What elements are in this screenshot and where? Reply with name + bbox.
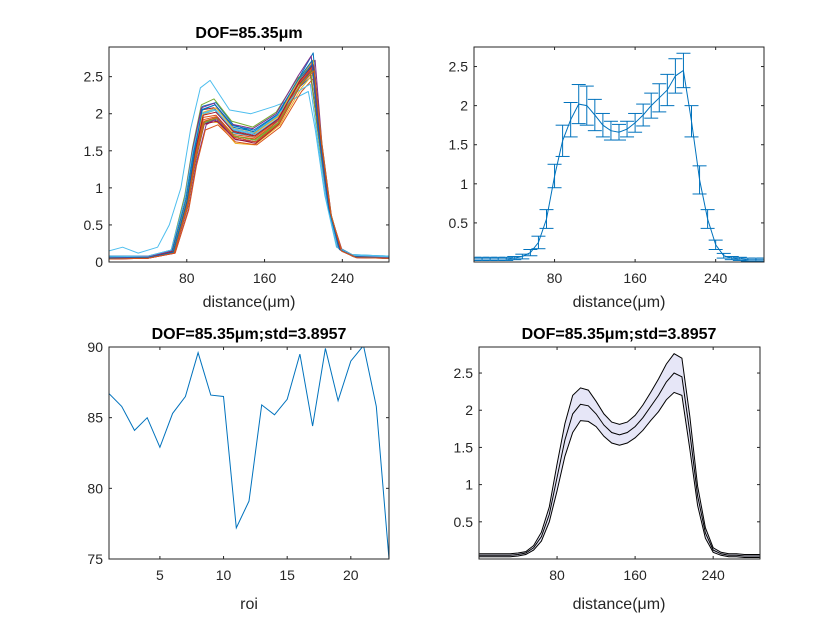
panel-1-axes-box <box>108 46 390 263</box>
error-bar <box>636 103 651 127</box>
lower-bound-line <box>479 391 760 558</box>
y-tick-label: 2.5 <box>449 59 469 75</box>
panel-3-axes-box <box>108 346 390 560</box>
panel-2-xlabel: distance(μm) <box>573 294 666 311</box>
panel-4-xlabel: distance(μm) <box>573 596 666 613</box>
panel-1-title: DOF=85.35μm <box>195 25 302 42</box>
y-tick-label: 2 <box>465 402 473 418</box>
y-tick-label: 0 <box>95 254 103 270</box>
error-bar <box>708 239 723 250</box>
x-tick-label: 160 <box>253 270 277 286</box>
error-bar <box>547 163 562 189</box>
error-bar <box>700 209 715 229</box>
error-bar <box>531 235 546 250</box>
x-tick-label: 10 <box>216 567 232 583</box>
y-tick-label: 1.5 <box>454 439 474 455</box>
y-tick-label: 2.5 <box>84 69 104 85</box>
error-bar <box>716 252 731 259</box>
panel-4-title: DOF=85.35μm;std=3.8957 <box>522 326 717 343</box>
x-tick-label: 15 <box>279 567 295 583</box>
error-bar <box>692 165 707 195</box>
error-bar <box>644 92 659 119</box>
x-tick-label: 80 <box>549 567 565 583</box>
x-tick-label: 240 <box>331 270 355 286</box>
y-tick-label: 0.5 <box>449 215 469 231</box>
dof-line <box>109 347 389 559</box>
error-bar <box>668 58 683 94</box>
x-tick-label: 240 <box>701 567 725 583</box>
y-tick-label: 1 <box>460 176 468 192</box>
panel-1-xlabel: distance(μm) <box>203 294 296 311</box>
x-tick-label: 20 <box>343 567 359 583</box>
error-bar <box>724 256 739 261</box>
error-bar <box>676 52 691 89</box>
profile-line <box>109 59 389 259</box>
panel-2-axes-box <box>473 46 765 263</box>
error-bar <box>523 248 538 257</box>
error-bar <box>660 73 675 107</box>
error-bar <box>652 83 667 113</box>
error-bar <box>620 120 635 138</box>
error-bar <box>612 123 626 141</box>
y-tick-label: 0.5 <box>454 514 474 530</box>
y-tick-label: 1 <box>95 180 103 196</box>
error-bar <box>507 256 522 261</box>
profile-line <box>109 79 389 257</box>
y-tick-label: 80 <box>87 480 103 496</box>
error-bar <box>732 256 747 261</box>
error-bar <box>499 256 514 261</box>
profile-line <box>109 83 389 258</box>
error-bar <box>555 124 570 157</box>
mean-line <box>479 372 760 557</box>
x-tick-label: 5 <box>156 567 164 583</box>
upper-bound-line <box>479 353 760 555</box>
y-tick-label: 1 <box>465 477 473 493</box>
y-tick-label: 2 <box>460 98 468 114</box>
panel-4-axes-box <box>478 346 761 560</box>
error-bar <box>684 105 699 138</box>
y-tick-label: 75 <box>87 551 103 567</box>
error-bar <box>757 257 764 262</box>
y-tick-label: 0.5 <box>84 217 104 233</box>
y-tick-label: 1.5 <box>449 137 469 153</box>
panel-3-xlabel: roi <box>240 596 258 613</box>
panel-1: DOF=85.35μm 80 160 240 0 0.5 1 1.5 2 2.5 distanc… <box>84 25 390 311</box>
error-bar <box>515 253 530 260</box>
error-bar <box>579 85 594 126</box>
error-bar <box>587 98 602 132</box>
panel-3-title: DOF=85.35μm;std=3.8957 <box>152 326 347 343</box>
y-tick-label: 1.5 <box>84 143 104 159</box>
error-bar <box>628 112 643 133</box>
error-bar <box>539 209 554 229</box>
x-tick-label: 240 <box>704 270 728 286</box>
error-bar <box>571 84 586 125</box>
y-tick-label: 2 <box>95 106 103 122</box>
panel-2: 80 160 240 0.5 1 1.5 2 2.5 distance(μm) <box>449 46 765 311</box>
x-tick-label: 160 <box>623 270 647 286</box>
error-bar <box>595 112 610 138</box>
y-tick-label: 90 <box>87 339 103 355</box>
panel-4: DOF=85.35μm;std=3.8957 80 160 240 0.5 1 1.5 2 2… <box>454 326 761 613</box>
x-tick-label: 160 <box>623 567 647 583</box>
profile-line <box>109 70 389 260</box>
x-tick-label: 80 <box>547 270 563 286</box>
y-tick-label: 85 <box>87 410 103 426</box>
error-bar <box>563 102 578 138</box>
x-tick-label: 80 <box>179 270 195 286</box>
y-tick-label: 2.5 <box>454 365 474 381</box>
panel-3: DOF=85.35μm;std=3.8957 5 10 15 20 75 80 85 90 r… <box>87 326 390 613</box>
